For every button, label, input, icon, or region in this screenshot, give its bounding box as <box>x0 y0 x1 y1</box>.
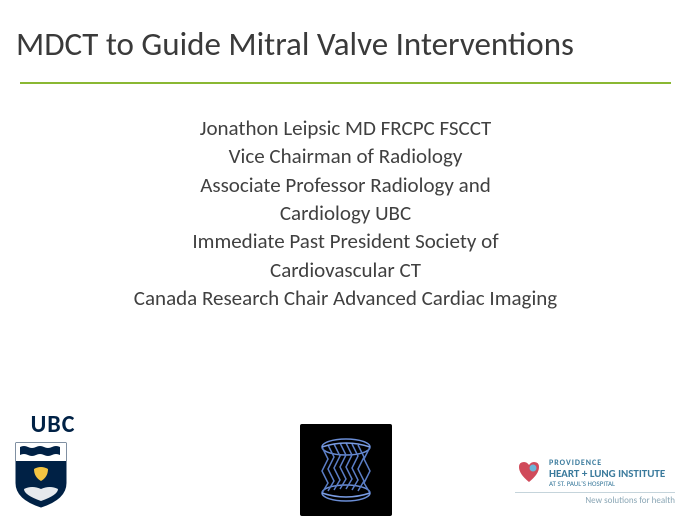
slide-title: MDCT to Guide Mitral Valve Interventions <box>16 24 671 64</box>
ubc-shield-icon <box>14 441 68 509</box>
stent-image <box>300 424 392 516</box>
role-line-5: Cardiovascular CT <box>60 256 631 284</box>
providence-text-block: PROVIDENCE HEART + LUNG INSTITUTE AT ST.… <box>549 458 665 488</box>
ubc-text: UBC <box>14 410 92 439</box>
slide-container: MDCT to Guide Mitral Valve Interventions… <box>0 0 691 532</box>
providence-heart-icon <box>515 458 543 486</box>
content-block: Jonathon Leipsic MD FRCPC FSCCT Vice Cha… <box>20 114 671 312</box>
role-line-6: Canada Research Chair Advanced Cardiac I… <box>60 284 631 312</box>
stent-icon <box>316 435 376 505</box>
providence-sub: AT ST. PAUL'S HOSPITAL <box>549 480 665 488</box>
role-line-2: Associate Professor Radiology and <box>60 171 631 199</box>
role-line-3: Cardiology UBC <box>60 199 631 227</box>
role-line-1: Vice Chairman of Radiology <box>60 142 631 170</box>
author-line: Jonathon Leipsic MD FRCPC FSCCT <box>60 114 631 142</box>
providence-logo: PROVIDENCE HEART + LUNG INSTITUTE AT ST.… <box>515 458 675 506</box>
providence-tagline: New solutions for health <box>515 492 675 506</box>
title-divider <box>20 82 671 84</box>
ubc-logo: UBC <box>14 410 92 510</box>
role-line-4: Immediate Past President Society of <box>60 227 631 255</box>
providence-top-row: PROVIDENCE HEART + LUNG INSTITUTE AT ST.… <box>515 458 675 488</box>
